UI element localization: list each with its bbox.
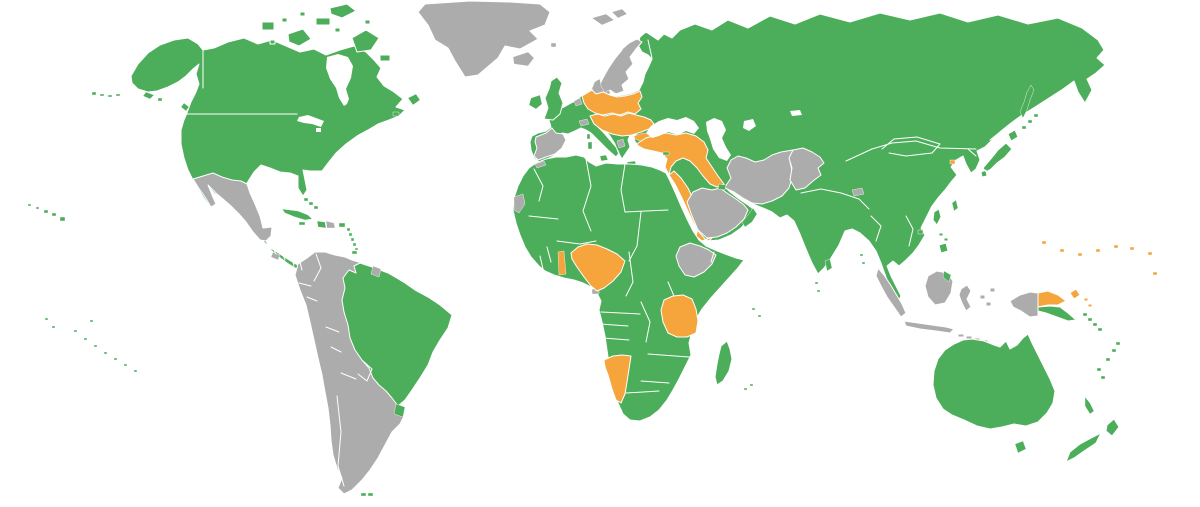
region-hainan xyxy=(917,229,924,235)
region-indian-ocean-islands xyxy=(743,253,866,391)
region-german-east-africa xyxy=(660,294,699,338)
region-hawaii xyxy=(27,203,66,222)
region-haiti xyxy=(316,220,327,229)
region-australia xyxy=(932,333,1056,430)
region-rio-de-oro xyxy=(513,193,526,214)
region-tasmania xyxy=(1014,440,1027,454)
region-fiji-vanuatu xyxy=(1096,341,1121,380)
region-german-south-west-africa xyxy=(603,354,632,404)
aral-sea xyxy=(743,119,756,131)
region-lesser-antilles xyxy=(346,227,359,251)
black-sea xyxy=(646,117,699,138)
hudson-bay xyxy=(326,54,353,106)
region-faroe-islands xyxy=(550,42,557,48)
region-iceland xyxy=(512,51,535,67)
caspian-sea xyxy=(706,118,731,161)
region-german-new-guinea xyxy=(1037,288,1093,308)
region-vancouver-island xyxy=(180,102,190,112)
region-ethiopia xyxy=(675,242,717,278)
region-spanish-morocco xyxy=(534,160,547,169)
region-kamerun xyxy=(570,243,626,292)
region-united-kingdom xyxy=(543,76,564,121)
region-solomon-islands xyxy=(1082,312,1103,332)
region-falkland-islands xyxy=(360,492,374,497)
region-philippines xyxy=(932,208,949,254)
region-samoa-tonga xyxy=(44,317,56,329)
region-nepal xyxy=(851,187,865,197)
region-netherlands xyxy=(573,97,583,107)
region-trinidad xyxy=(351,250,358,255)
region-svalbard xyxy=(591,8,628,26)
region-ceylon xyxy=(824,258,833,272)
region-newfoundland xyxy=(392,93,421,117)
region-sakhalin xyxy=(1019,84,1035,119)
region-africa xyxy=(512,154,745,422)
region-ireland xyxy=(528,94,543,110)
region-austria-hungary xyxy=(589,112,655,137)
region-madagascar xyxy=(714,340,733,386)
region-kuril-islands xyxy=(1021,113,1039,130)
region-jamaica xyxy=(298,221,306,226)
region-puerto-rico xyxy=(338,222,346,228)
region-german-micronesia xyxy=(1041,240,1158,276)
region-togoland xyxy=(557,250,567,276)
region-cyprus xyxy=(662,151,670,156)
region-mediterranean-islands xyxy=(586,133,637,166)
region-british-papua xyxy=(1037,305,1077,322)
region-mexico xyxy=(192,172,273,242)
region-new-zealand xyxy=(1065,418,1120,463)
lake-balkhash xyxy=(790,110,802,116)
region-bahamas xyxy=(303,197,319,210)
region-el-salvador xyxy=(270,251,281,261)
region-aleutian-islands xyxy=(91,91,163,102)
region-arctic-islands xyxy=(261,3,391,62)
region-spain xyxy=(533,127,567,161)
region-arabia-interior xyxy=(686,187,749,239)
region-new-caledonia xyxy=(1084,396,1095,415)
region-suriname xyxy=(370,265,382,278)
region-taiwan xyxy=(951,199,959,212)
region-afghanistan xyxy=(788,147,825,191)
region-oman xyxy=(741,207,758,228)
region-french-polynesia xyxy=(73,319,138,373)
region-uruguay xyxy=(393,403,406,418)
region-kiautschou xyxy=(949,159,956,165)
region-cuba xyxy=(281,208,313,221)
region-greenland xyxy=(417,0,551,78)
region-british-north-borneo xyxy=(942,270,952,283)
region-japan xyxy=(980,129,1019,178)
region-switzerland xyxy=(578,118,590,127)
great-lakes xyxy=(297,115,324,132)
region-dominican-republic xyxy=(325,220,336,229)
region-kuwait xyxy=(717,183,727,191)
region-albania xyxy=(616,138,626,149)
border-lines xyxy=(186,39,1001,487)
